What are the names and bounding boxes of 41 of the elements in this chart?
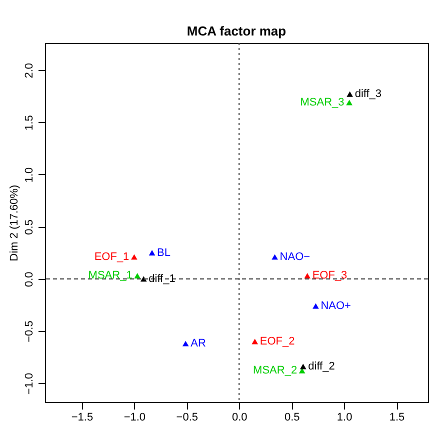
annotation: BL <box>157 246 170 259</box>
annotation: diff_3 <box>354 88 382 100</box>
annotation: diff_1 <box>148 272 176 285</box>
point <box>134 272 140 278</box>
point <box>272 254 278 260</box>
y-tick-label: −0.5 <box>24 320 36 342</box>
point <box>131 254 138 260</box>
point <box>346 91 353 97</box>
y-tick-label: 0.5 <box>24 220 36 235</box>
annotation: MSAR_3 <box>300 96 344 108</box>
chart-title: MCA factor map <box>186 23 286 38</box>
point <box>312 303 319 309</box>
annotation: EOF_2 <box>260 335 295 348</box>
y-tick-label: 0.0 <box>24 272 36 288</box>
point <box>304 272 310 278</box>
point <box>346 100 352 106</box>
point <box>182 340 189 346</box>
x-tick-label: 1.0 <box>336 412 352 424</box>
point <box>252 338 258 344</box>
x-tick-label: −1.5 <box>71 412 94 424</box>
y-tick-label: 1.5 <box>24 115 36 130</box>
point <box>300 364 306 370</box>
y-tick-label: 2.0 <box>24 62 36 78</box>
annotation: AR <box>190 338 206 350</box>
y-tick-label: −1.0 <box>24 372 36 395</box>
annotation: MSAR_2 <box>253 364 298 377</box>
annotation: EOF_1 <box>94 250 130 263</box>
x-tick-label: 0.0 <box>232 412 248 424</box>
annotation: diff_2 <box>308 360 335 373</box>
x-tick-label: −1.0 <box>124 412 146 424</box>
point <box>148 250 156 256</box>
annotation: NAO− <box>280 250 310 263</box>
y-axis-title: Dim 2 (17.60%) <box>8 184 20 262</box>
annotation: EOF_3 <box>312 270 348 282</box>
annotation: MSAR_1 <box>88 270 132 282</box>
point <box>140 276 147 282</box>
y-tick-label: 1.0 <box>24 167 36 183</box>
x-tick-label: 1.5 <box>389 412 405 424</box>
x-tick-label: 0.5 <box>284 412 300 424</box>
x-tick-label: −0.5 <box>176 412 198 424</box>
annotation: NAO+ <box>320 300 351 312</box>
